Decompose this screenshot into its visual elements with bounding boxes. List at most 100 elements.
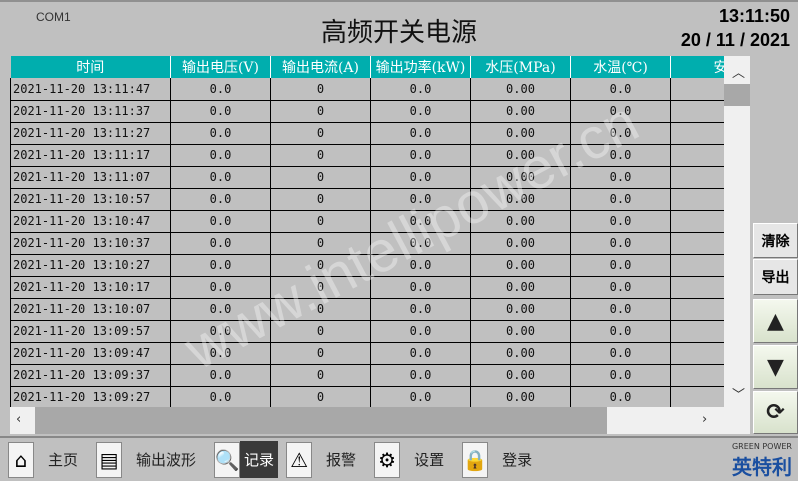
horizontal-scroll-thumb[interactable] <box>35 407 607 434</box>
table-cell: 0.0 <box>570 78 671 101</box>
table-cell: 0.0 <box>570 364 671 387</box>
table-cell: 0.00 <box>470 298 571 321</box>
table-cell: 0 <box>270 276 371 299</box>
table-cell: 0.0 <box>570 342 671 365</box>
scroll-left-arrow[interactable]: ‹ <box>16 412 22 427</box>
page-up-button[interactable]: ▲ <box>753 299 798 343</box>
scroll-down-arrow[interactable]: ﹀ <box>732 388 746 403</box>
scroll-right-arrow[interactable]: › <box>702 412 708 427</box>
export-button[interactable]: 导出 <box>753 259 798 295</box>
scroll-up-arrow[interactable]: ︿ <box>732 66 746 81</box>
clear-button[interactable]: 清除 <box>753 223 798 258</box>
nav-item-0[interactable]: 主页 <box>48 451 79 469</box>
monitor-icon[interactable]: ▤ <box>96 441 123 478</box>
table-cell: 0.0 <box>170 122 271 145</box>
table-row[interactable]: 2021-11-20 13:09:37 0.0 0 0.0 0.00 0.0 <box>10 364 724 387</box>
table-cell: 2021-11-20 13:09:27 <box>10 386 171 407</box>
table-row[interactable]: 2021-11-20 13:10:57 0.0 0 0.0 0.00 0.0 <box>10 188 724 211</box>
table-cell: 0 <box>270 122 371 145</box>
table-cell: 0.0 <box>570 276 671 299</box>
table-row[interactable]: 2021-11-20 13:10:17 0.0 0 0.0 0.00 0.0 <box>10 276 724 299</box>
table-row[interactable]: 2021-11-20 13:11:47 0.0 0 0.0 0.00 0.0 <box>10 78 724 101</box>
table-cell: 0.0 <box>370 342 471 365</box>
table-row[interactable]: 2021-11-20 13:11:17 0.0 0 0.0 0.00 0.0 <box>10 144 724 167</box>
table-cell: 0.0 <box>170 232 271 255</box>
table-row[interactable]: 2021-11-20 13:10:47 0.0 0 0.0 0.00 0.0 <box>10 210 724 233</box>
table-cell <box>670 166 724 189</box>
search-icon[interactable]: 🔍 <box>214 441 241 478</box>
table-cell <box>670 364 724 387</box>
table-cell: 0.0 <box>170 364 271 387</box>
table-cell: 0 <box>270 254 371 277</box>
table-cell: 2021-11-20 13:09:37 <box>10 364 171 387</box>
table-cell: 0.00 <box>470 320 571 343</box>
vertical-scrollbar[interactable]: ︿ ﹀ <box>724 56 750 407</box>
table-cell: 2021-11-20 13:10:17 <box>10 276 171 299</box>
table-row[interactable]: 2021-11-20 13:10:37 0.0 0 0.0 0.00 0.0 <box>10 232 724 255</box>
table-cell: 0.0 <box>170 276 271 299</box>
table-cell: 0 <box>270 298 371 321</box>
horizontal-scrollbar[interactable]: ‹ › <box>10 407 750 434</box>
table-row[interactable]: 2021-11-20 13:09:27 0.0 0 0.0 0.00 0.0 <box>10 386 724 407</box>
table-cell: 0.00 <box>470 342 571 365</box>
table-cell: 0.00 <box>470 100 571 123</box>
table-cell: 0.0 <box>170 144 271 167</box>
nav-item-1[interactable]: 输出波形 <box>136 451 197 469</box>
table-cell: 0 <box>270 386 371 407</box>
table-cell: 0.00 <box>470 188 571 211</box>
table-cell <box>670 386 724 407</box>
table-cell: 2021-11-20 13:11:37 <box>10 100 171 123</box>
table-cell: 0.0 <box>370 254 471 277</box>
table-cell <box>670 122 724 145</box>
table-cell: 0 <box>270 78 371 101</box>
table-cell: 0.0 <box>170 210 271 233</box>
table-row[interactable]: 2021-11-20 13:10:27 0.0 0 0.0 0.00 0.0 <box>10 254 724 277</box>
vertical-scroll-thumb[interactable] <box>724 84 750 106</box>
table-cell <box>670 188 724 211</box>
table-cell: 0.00 <box>470 364 571 387</box>
column-header: 安 <box>670 56 724 78</box>
table-cell: 2021-11-20 13:10:47 <box>10 210 171 233</box>
logo-en: GREEN POWER <box>731 442 792 451</box>
table-row[interactable]: 2021-11-20 13:11:37 0.0 0 0.0 0.00 0.0 <box>10 100 724 123</box>
warning-icon[interactable]: ⚠ <box>286 441 313 478</box>
nav-item-4[interactable]: 设置 <box>414 451 445 469</box>
table-cell: 0.0 <box>570 320 671 343</box>
lock-icon[interactable]: 🔒 <box>462 441 489 478</box>
table-cell: 2021-11-20 13:10:57 <box>10 188 171 211</box>
table-cell: 0.0 <box>370 298 471 321</box>
table-cell: 0.0 <box>370 144 471 167</box>
home-icon[interactable]: ⌂ <box>8 441 34 478</box>
table-cell: 0.0 <box>370 188 471 211</box>
page-down-button[interactable]: ▼ <box>753 345 798 389</box>
column-header: 输出电压(V) <box>170 56 271 78</box>
page-title: 高频开关电源 <box>320 18 477 48</box>
nav-item-5[interactable]: 登录 <box>502 451 533 469</box>
table-cell: 0 <box>270 188 371 211</box>
table-row[interactable]: 2021-11-20 13:09:57 0.0 0 0.0 0.00 0.0 <box>10 320 724 343</box>
table-cell: 0.0 <box>570 298 671 321</box>
table-row[interactable]: 2021-11-20 13:10:07 0.0 0 0.0 0.00 0.0 <box>10 298 724 321</box>
table-cell: 0.00 <box>470 210 571 233</box>
refresh-button[interactable]: ⟳ <box>753 391 798 434</box>
table-cell <box>670 100 724 123</box>
nav-item-3[interactable]: 报警 <box>326 451 357 469</box>
table-cell: 0.0 <box>170 78 271 101</box>
table-cell: 0.0 <box>570 232 671 255</box>
table-row[interactable]: 2021-11-20 13:09:47 0.0 0 0.0 0.00 0.0 <box>10 342 724 365</box>
port-label: COM1 <box>36 10 71 24</box>
table-cell: 0.0 <box>170 320 271 343</box>
table-row[interactable]: 2021-11-20 13:11:27 0.0 0 0.0 0.00 0.0 <box>10 122 724 145</box>
triangle-down-icon: ▼ <box>767 354 784 380</box>
table-cell: 0.00 <box>470 254 571 277</box>
table-cell: 0.00 <box>470 232 571 255</box>
table-cell: 0.00 <box>470 122 571 145</box>
table-cell: 0.0 <box>570 100 671 123</box>
table-cell: 0 <box>270 342 371 365</box>
nav-item-2[interactable]: 记录 <box>240 441 279 478</box>
table-row[interactable]: 2021-11-20 13:11:07 0.0 0 0.0 0.00 0.0 <box>10 166 724 189</box>
gear-icon[interactable]: ⚙ <box>374 441 401 478</box>
table-cell: 0.0 <box>570 386 671 407</box>
column-header: 输出功率(kW) <box>370 56 471 78</box>
